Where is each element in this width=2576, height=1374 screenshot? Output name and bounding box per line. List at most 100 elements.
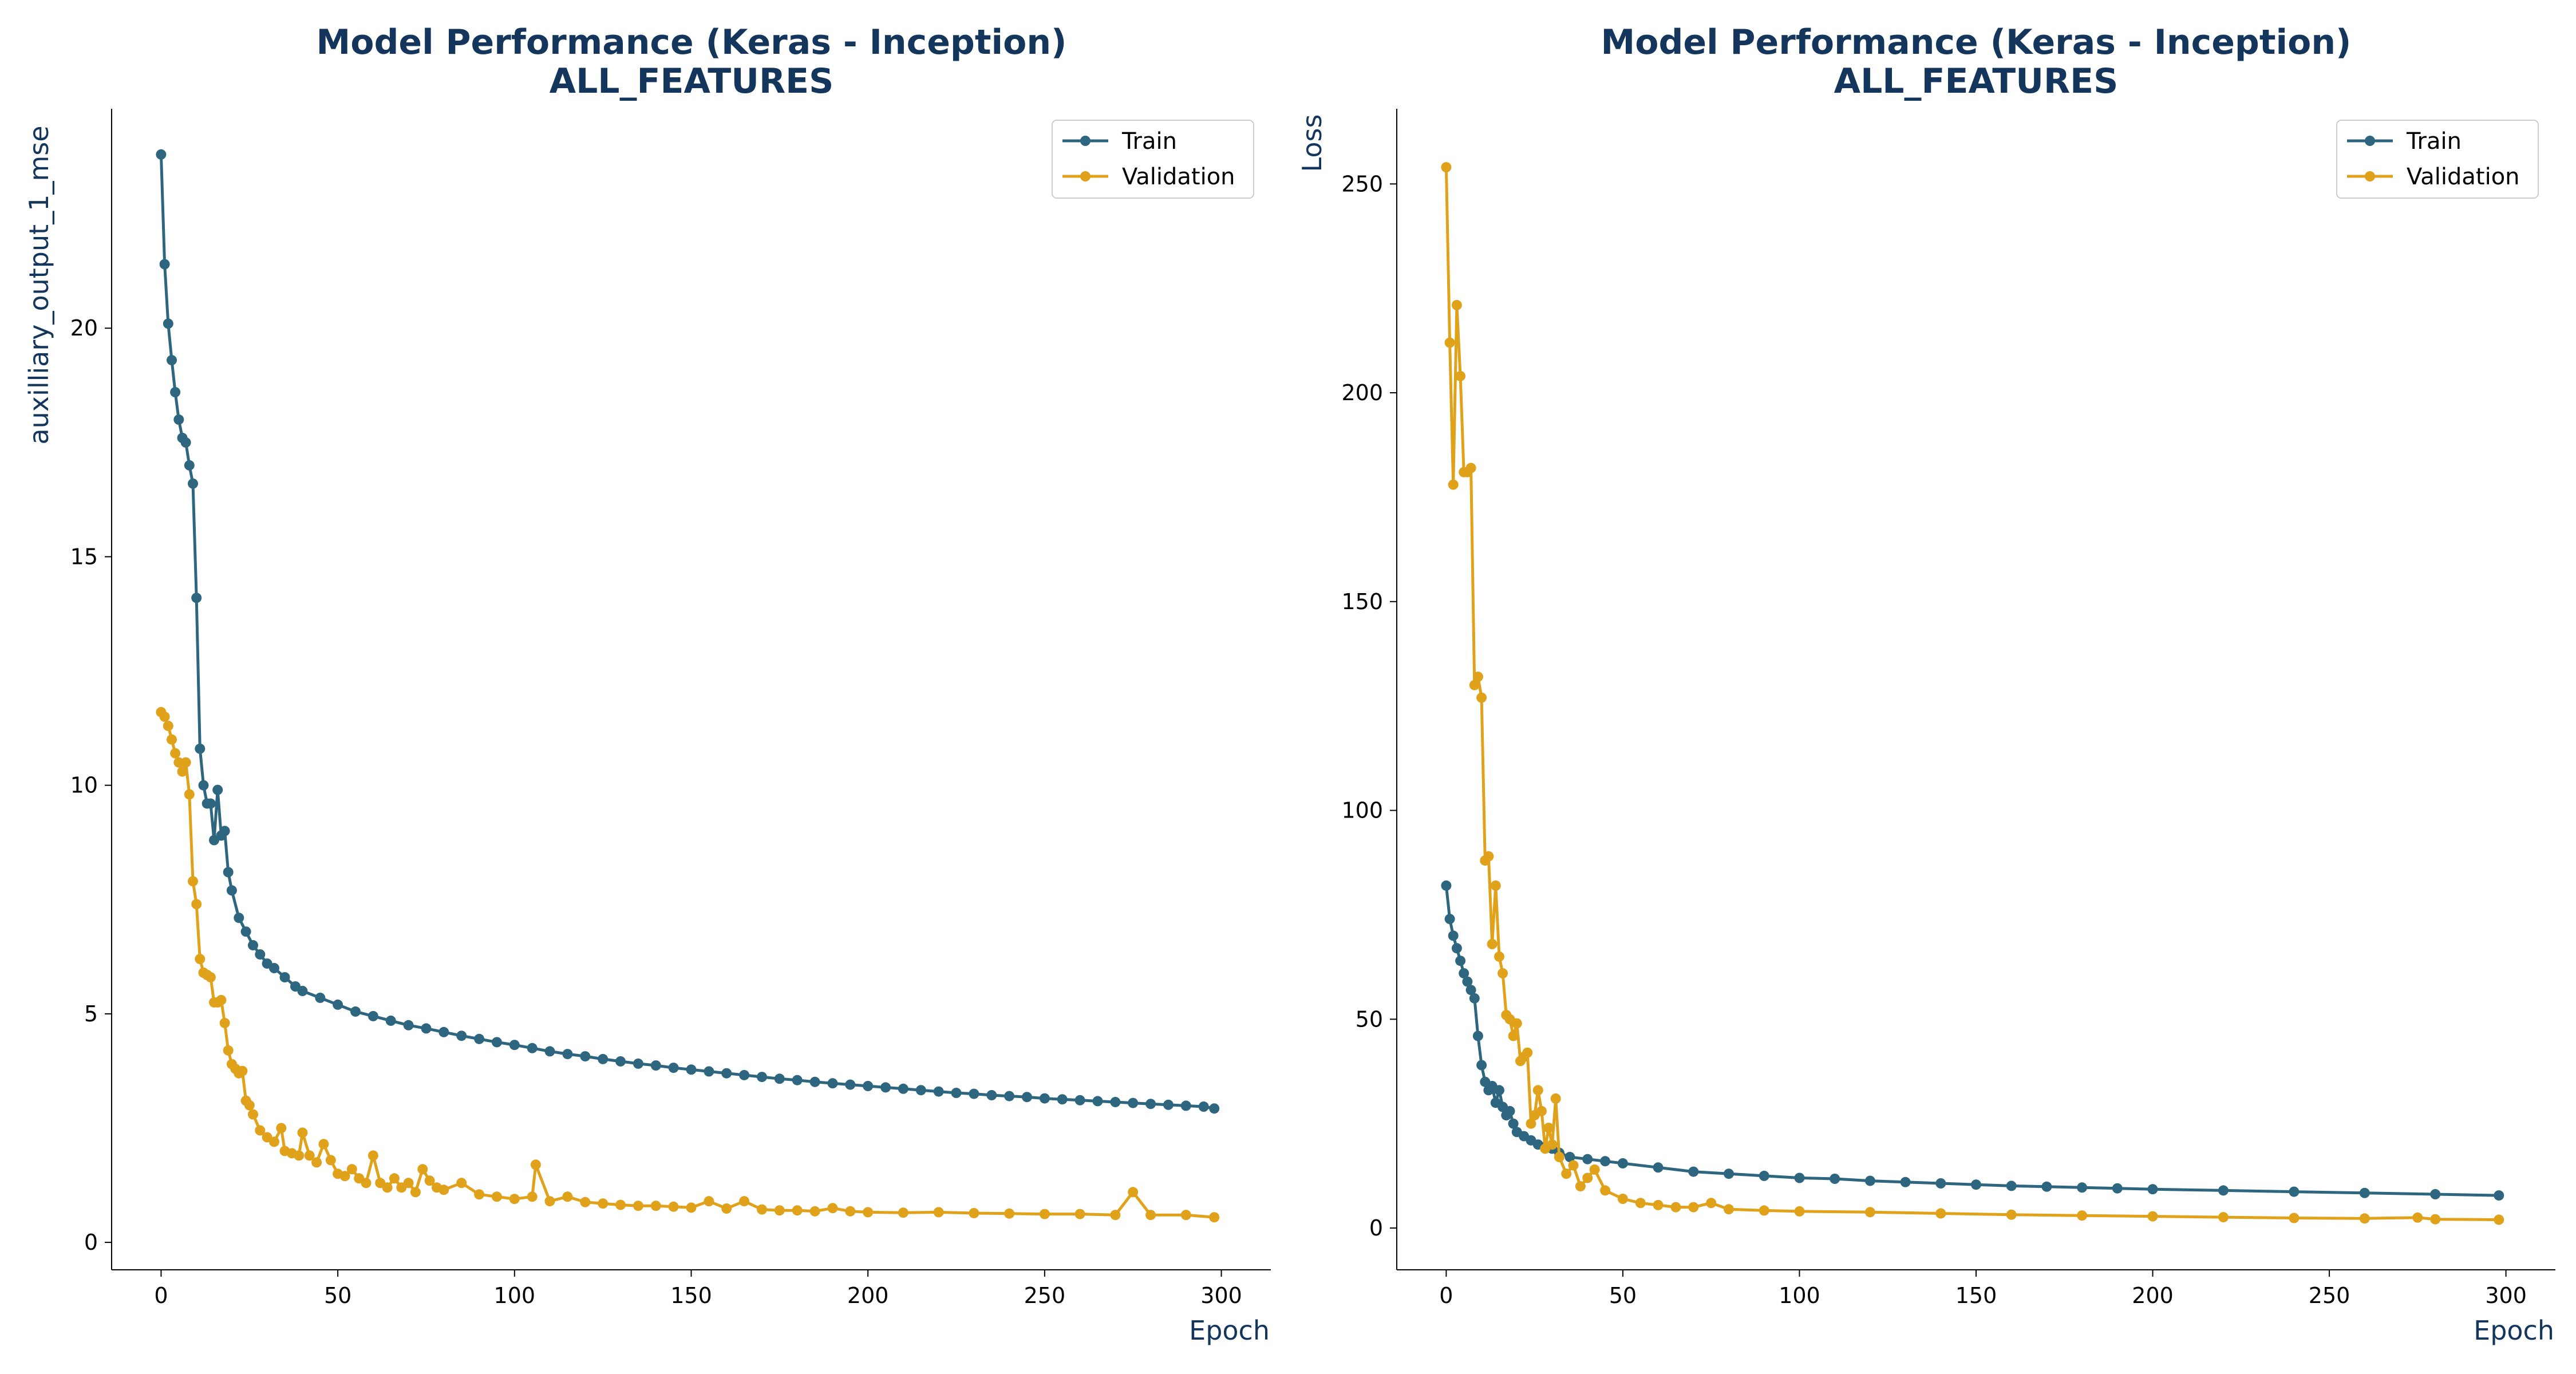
x-tick-label: 50	[324, 1283, 351, 1308]
ticks: 0 50 100 150 200 250 300 0 5 10 15 20	[70, 109, 1271, 1308]
y-tick-label: 250	[1341, 171, 1383, 196]
data-point-validation	[276, 1123, 287, 1134]
data-point-validation	[297, 1127, 308, 1138]
data-point-train	[255, 949, 266, 960]
data-point-validation	[1935, 1208, 1946, 1219]
series-lines	[156, 149, 1220, 1223]
x-axis-label: Epoch	[2474, 1315, 2554, 1346]
x-tick-label: 0	[1439, 1283, 1453, 1308]
data-point-validation	[2147, 1211, 2158, 1222]
data-point-train	[1864, 1175, 1875, 1186]
data-point-train	[1209, 1103, 1220, 1114]
data-point-train	[2218, 1185, 2229, 1196]
data-point-train	[2077, 1182, 2088, 1193]
data-point-validation	[774, 1205, 785, 1216]
data-point-validation	[474, 1189, 485, 1200]
data-point-validation	[1600, 1185, 1611, 1196]
data-point-validation	[527, 1191, 538, 1202]
data-point-train	[544, 1046, 555, 1057]
data-point-validation	[1568, 1160, 1579, 1171]
y-tick-label: 100	[1341, 798, 1383, 823]
data-point-train	[1688, 1166, 1699, 1177]
data-point-train	[156, 149, 167, 160]
data-point-validation	[159, 711, 170, 722]
x-tick-label: 250	[1024, 1283, 1066, 1308]
data-point-validation	[223, 1045, 234, 1056]
x-tick-label: 150	[670, 1283, 712, 1308]
data-point-train	[269, 963, 279, 973]
x-tick-label: 150	[1955, 1283, 1997, 1308]
legend-swatch-marker	[2365, 136, 2375, 146]
data-point-train	[809, 1076, 820, 1087]
data-point-train	[827, 1078, 838, 1089]
data-point-train	[219, 826, 230, 836]
data-point-validation	[845, 1206, 856, 1217]
data-point-train	[1582, 1154, 1593, 1164]
data-point-validation	[255, 1125, 266, 1136]
data-point-validation	[1441, 162, 1452, 173]
data-point-validation	[2494, 1214, 2504, 1225]
data-point-train	[315, 992, 326, 1003]
data-point-train	[297, 986, 308, 996]
data-point-validation	[1494, 951, 1504, 962]
data-point-train	[1128, 1097, 1139, 1108]
data-point-train	[1057, 1094, 1068, 1105]
data-point-train	[986, 1090, 997, 1100]
data-point-train	[205, 798, 216, 809]
data-point-validation	[1074, 1209, 1085, 1219]
data-point-train	[845, 1079, 856, 1090]
data-point-validation	[491, 1191, 502, 1202]
data-point-validation	[1511, 1018, 1522, 1029]
data-point-validation	[1145, 1210, 1156, 1221]
y-tick-label: 150	[1341, 589, 1383, 614]
data-point-validation	[1451, 299, 1462, 310]
ticks: 0 50 100 150 200 250 300 0 50 100 150 200 250	[1341, 109, 2555, 1308]
data-point-train	[951, 1088, 962, 1098]
data-point-train	[1794, 1172, 1805, 1183]
data-point-train	[2147, 1184, 2158, 1195]
data-point-validation	[1536, 1105, 1547, 1116]
data-point-validation	[318, 1139, 329, 1150]
data-point-validation	[2289, 1213, 2300, 1223]
data-point-train	[1163, 1099, 1174, 1110]
data-point-train	[1600, 1156, 1611, 1167]
legend: Train Validation	[1052, 120, 1254, 199]
data-point-train	[1004, 1091, 1015, 1101]
data-point-train	[1653, 1162, 1664, 1173]
data-point-validation	[456, 1178, 467, 1189]
data-point-train	[385, 1015, 396, 1026]
data-point-validation	[2006, 1209, 2017, 1220]
data-point-train	[438, 1026, 449, 1037]
data-point-validation	[403, 1178, 414, 1189]
data-point-train	[226, 885, 237, 896]
data-point-train	[1459, 968, 1469, 979]
data-point-validation	[580, 1197, 591, 1207]
data-point-validation	[346, 1164, 357, 1175]
data-point-train	[1451, 943, 1462, 954]
legend-label-train: Train	[1121, 128, 1177, 155]
data-point-validation	[1706, 1198, 1717, 1209]
data-point-validation	[704, 1196, 714, 1207]
data-point-train	[1022, 1092, 1032, 1103]
data-point-train	[615, 1056, 626, 1067]
y-axis-label: auxilliary_output_1_mse	[23, 125, 54, 444]
data-point-train	[933, 1086, 944, 1097]
data-point-validation	[1209, 1212, 1220, 1223]
data-point-train	[223, 867, 234, 878]
data-point-validation	[1554, 1152, 1564, 1162]
data-point-validation	[294, 1150, 305, 1161]
data-point-validation	[530, 1159, 541, 1170]
data-point-validation	[219, 1017, 230, 1028]
data-point-validation	[739, 1196, 750, 1207]
data-point-train	[1441, 880, 1452, 891]
legend-label-train: Train	[2406, 128, 2462, 155]
data-point-validation	[509, 1194, 520, 1205]
data-point-train	[562, 1049, 573, 1060]
legend-label-validation: Validation	[2407, 164, 2520, 190]
data-point-validation	[1498, 968, 1508, 979]
data-point-validation	[163, 720, 173, 731]
x-tick-label: 250	[2309, 1283, 2350, 1308]
data-point-validation	[1472, 672, 1483, 682]
data-point-train	[1724, 1168, 1734, 1179]
data-point-validation	[1448, 479, 1459, 490]
